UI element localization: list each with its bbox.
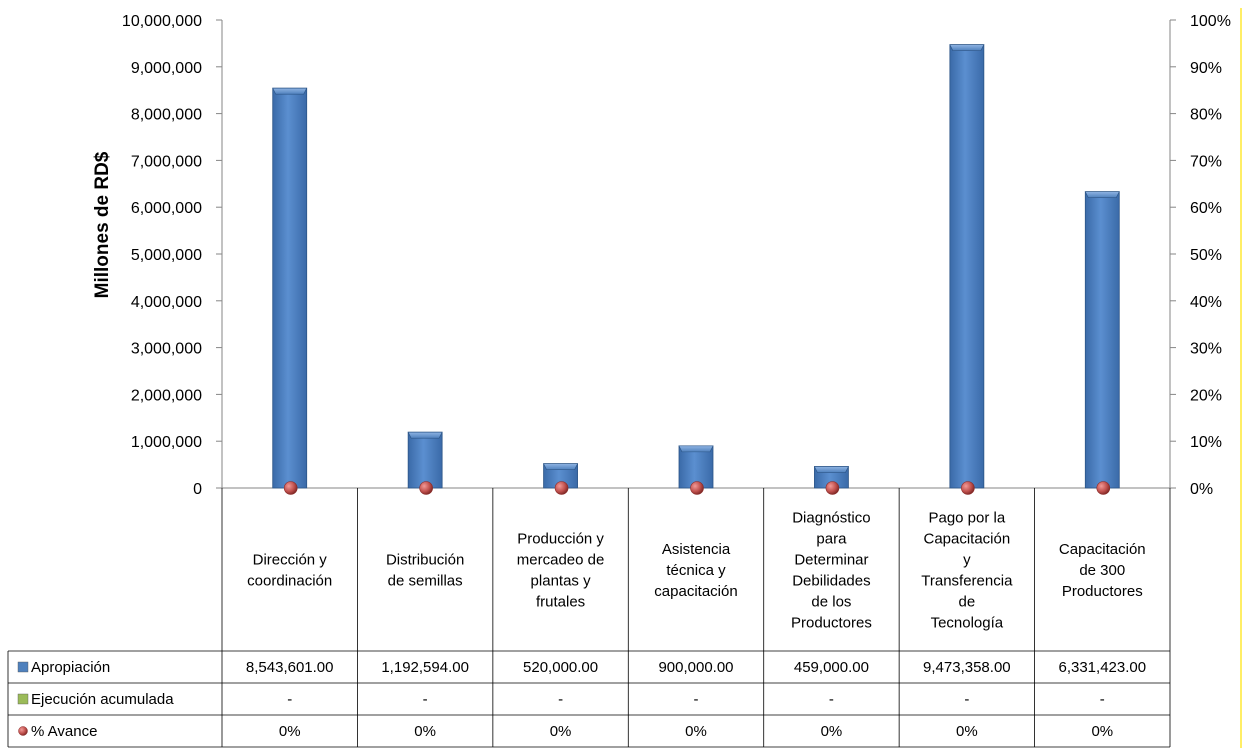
y2-tick-label: 0% xyxy=(1190,481,1213,498)
category-label: Dirección y coordinación xyxy=(247,552,332,590)
avance-marker xyxy=(1096,481,1111,495)
y2-tick-label: 100% xyxy=(1190,13,1231,30)
y2-tick-label: 30% xyxy=(1190,341,1222,358)
bar-body xyxy=(272,87,308,489)
y2-tick-label: 60% xyxy=(1190,200,1222,217)
category-label: Asistencia técnica y capacitación xyxy=(654,541,737,600)
y2-tick-label: 70% xyxy=(1190,153,1222,170)
bar xyxy=(678,445,714,489)
avance-marker xyxy=(690,481,704,495)
y-tick-label: 8,000,000 xyxy=(131,107,202,124)
data-label: - xyxy=(964,691,969,708)
avance-marker xyxy=(825,481,840,495)
bar-top xyxy=(1084,191,1120,198)
y2-tick-label: 90% xyxy=(1190,60,1222,77)
legend-key-apropiacion xyxy=(17,661,29,673)
bar xyxy=(543,463,579,489)
y-tick-label: 5,000,000 xyxy=(131,247,202,264)
y-tick-label: 1,000,000 xyxy=(131,434,202,451)
y-tick-label: 2,000,000 xyxy=(131,387,202,404)
y-tick-label: 0 xyxy=(193,481,202,498)
bar xyxy=(813,466,849,489)
y2-tick-label: 80% xyxy=(1190,107,1222,124)
bar xyxy=(407,431,443,489)
data-label: 1,192,594.00 xyxy=(381,659,469,676)
data-label: - xyxy=(1100,691,1105,708)
y-axis-label: Millones de RD$ xyxy=(92,151,113,298)
data-label: - xyxy=(694,691,699,708)
data-label: - xyxy=(558,691,563,708)
data-label: 0% xyxy=(550,723,572,740)
y-tick-label: 7,000,000 xyxy=(131,153,202,170)
avance-marker xyxy=(283,481,298,495)
bar xyxy=(1084,191,1120,489)
y-tick-label: 4,000,000 xyxy=(131,294,202,311)
markers xyxy=(283,481,1111,495)
axes: 0 1,000,000 2,000,000 3,000,000 4,000,000 5,0… xyxy=(122,13,1231,498)
data-label: 9,473,358.00 xyxy=(923,659,1011,676)
avance-marker xyxy=(961,481,975,495)
data-label: 0% xyxy=(956,723,978,740)
bars xyxy=(272,44,1120,489)
data-label: 8,543,601.00 xyxy=(246,659,334,676)
data-label: - xyxy=(829,691,834,708)
data-label: 0% xyxy=(821,723,843,740)
category-label: Diagnóstico para Determinar Debilidades de l… xyxy=(791,510,872,632)
y2-tick-label: 50% xyxy=(1190,247,1222,264)
bar-body xyxy=(1084,191,1120,489)
series-name: Apropiación xyxy=(31,659,110,676)
legend-key-avance xyxy=(18,726,28,736)
data-label: 0% xyxy=(414,723,436,740)
decorative-border xyxy=(1240,8,1242,748)
category-label: Producción y mercadeo de plantas y frutales xyxy=(517,531,605,611)
y2-tick-label: 20% xyxy=(1190,387,1222,404)
category-label: Pago por la Capacitación y Transferencia de T… xyxy=(921,510,1013,632)
bar-body xyxy=(949,44,985,489)
category-label: Distribución de semillas xyxy=(386,552,464,590)
bar xyxy=(949,44,985,489)
avance-marker xyxy=(554,481,569,495)
bar xyxy=(272,87,308,489)
data-label: 0% xyxy=(279,723,301,740)
category-label: Capacitación de 300 Productores xyxy=(1059,541,1146,600)
y2-tick-label: 40% xyxy=(1190,294,1222,311)
data-label: 0% xyxy=(1091,723,1113,740)
legend-key-ejecucion xyxy=(17,693,29,705)
series-name: % Avance xyxy=(31,723,97,740)
avance-marker xyxy=(419,481,433,495)
y-tick-label: 9,000,000 xyxy=(131,60,202,77)
data-label: 900,000.00 xyxy=(658,659,733,676)
data-label: 0% xyxy=(685,723,707,740)
data-table: Dirección y coordinación Distribución de se… xyxy=(7,488,1171,748)
y2-tick-label: 10% xyxy=(1190,434,1222,451)
bar-top xyxy=(543,463,579,470)
y-tick-label: 6,000,000 xyxy=(131,200,202,217)
bar-top xyxy=(407,431,443,439)
bar-top xyxy=(813,466,849,473)
bar-top xyxy=(678,445,714,453)
series-name: Ejecución acumulada xyxy=(31,691,174,708)
data-label: 6,331,423.00 xyxy=(1058,659,1146,676)
y-tick-label: 3,000,000 xyxy=(131,341,202,358)
data-label: - xyxy=(287,691,292,708)
data-label: 520,000.00 xyxy=(523,659,598,676)
y-tick-label: 10,000,000 xyxy=(122,13,202,30)
bar-body xyxy=(407,431,443,489)
data-label: 459,000.00 xyxy=(794,659,869,676)
bar-top xyxy=(272,87,308,95)
data-label: - xyxy=(423,691,428,708)
bar-top xyxy=(949,44,985,51)
